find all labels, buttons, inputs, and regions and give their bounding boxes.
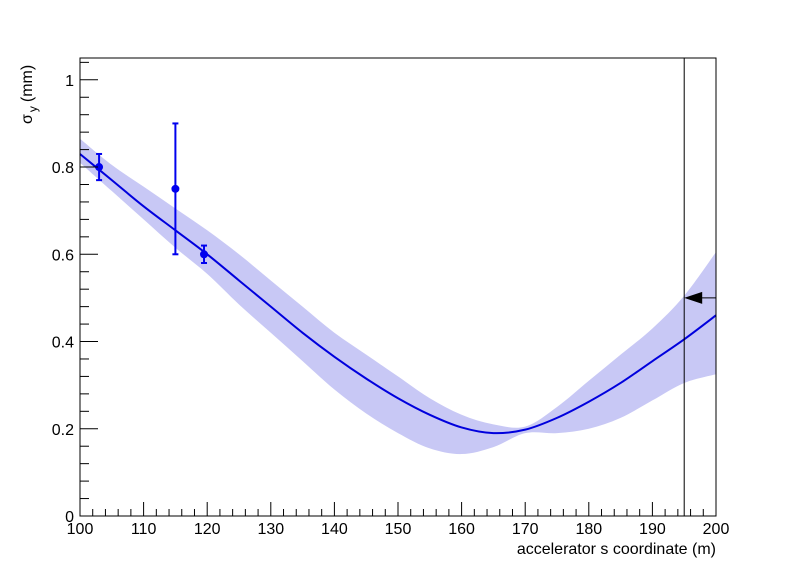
x-tick-label: 140 xyxy=(321,521,348,538)
uncertainty-band xyxy=(80,138,716,455)
x-tick-label: 150 xyxy=(385,521,412,538)
x-tick-label: 110 xyxy=(131,521,157,538)
y-tick-label: 0 xyxy=(65,509,74,526)
y-tick-label: 0.6 xyxy=(52,247,74,264)
y-axis-title-symbol: σ xyxy=(19,114,36,124)
point-marker xyxy=(200,250,209,259)
x-tick-label: 120 xyxy=(194,521,221,538)
y-axis-title-unit: (mm) xyxy=(19,65,36,102)
x-axis-title: accelerator s coordinate (m) xyxy=(517,541,716,558)
fit-line-layer xyxy=(79,153,717,435)
y-axis: 0 0.2 0.4 0.6 0.8 1 xyxy=(52,61,98,526)
data-point xyxy=(95,152,104,182)
x-tick-label: 190 xyxy=(639,521,666,538)
y-tick-label: 1 xyxy=(65,73,74,90)
y-axis-title: σy (mm) xyxy=(19,65,40,124)
uncertainty-band-layer xyxy=(80,138,716,455)
point-marker xyxy=(95,163,104,172)
x-tick-label: 160 xyxy=(448,521,475,538)
marker-layer xyxy=(683,58,716,516)
x-tick-label: 200 xyxy=(703,521,730,538)
x-tick-label: 170 xyxy=(512,521,539,538)
x-tick-label: 180 xyxy=(575,521,602,538)
x-tick-label: 130 xyxy=(257,521,284,538)
y-tick-label: 0.2 xyxy=(52,422,74,439)
x-axis: 100 110 120 130 140 150 160 170 180 190 200 xyxy=(67,502,730,538)
arrow-marker-head xyxy=(684,291,703,304)
x-tick-label: 100 xyxy=(67,521,94,538)
y-tick-label: 0.8 xyxy=(52,160,74,177)
point-marker xyxy=(171,184,180,193)
fit-line xyxy=(79,153,717,435)
data-point xyxy=(171,122,180,256)
y-axis-title-subscript: y xyxy=(26,106,40,112)
data-points-layer xyxy=(95,122,209,265)
y-tick-label: 0.4 xyxy=(52,335,74,352)
data-point xyxy=(200,244,209,265)
